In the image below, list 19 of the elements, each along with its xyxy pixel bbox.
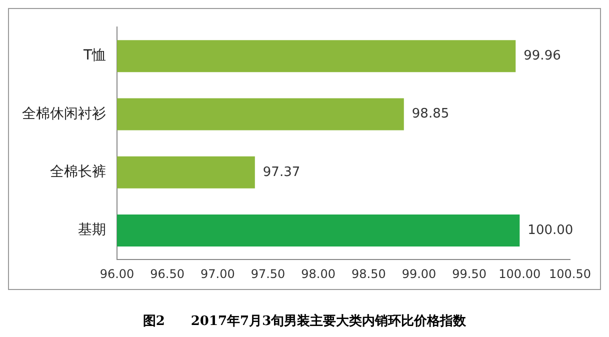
data-label: 97.37	[262, 164, 300, 180]
y-tick-label: 基期	[78, 222, 106, 238]
y-tick-label: 全棉长裤	[50, 164, 106, 180]
x-tick-label: 97.00	[200, 266, 235, 281]
x-tick-label: 96.50	[150, 266, 185, 281]
x-tick-label: 98.50	[351, 266, 386, 281]
text: 图2 2017年7月3旬男装主要大类内销环比价格指数	[142, 312, 468, 330]
y-tick-label: 全棉休闲衬衫	[22, 106, 106, 122]
x-tick-label: 98.00	[301, 266, 336, 281]
data-label: 98.85	[412, 106, 450, 122]
x-tick-label: 96.00	[100, 266, 134, 281]
x-tick-label: 97.50	[250, 266, 286, 281]
x-tick-label: 100.00	[498, 266, 541, 281]
x-tick-label: 100.50	[549, 266, 591, 281]
y-tick-label: T恤	[82, 48, 106, 64]
data-label: 99.96	[524, 48, 561, 64]
x-tick-label: 99.50	[452, 266, 487, 281]
data-label: 100.00	[528, 222, 574, 238]
x-tick-label: 99.00	[402, 266, 436, 281]
